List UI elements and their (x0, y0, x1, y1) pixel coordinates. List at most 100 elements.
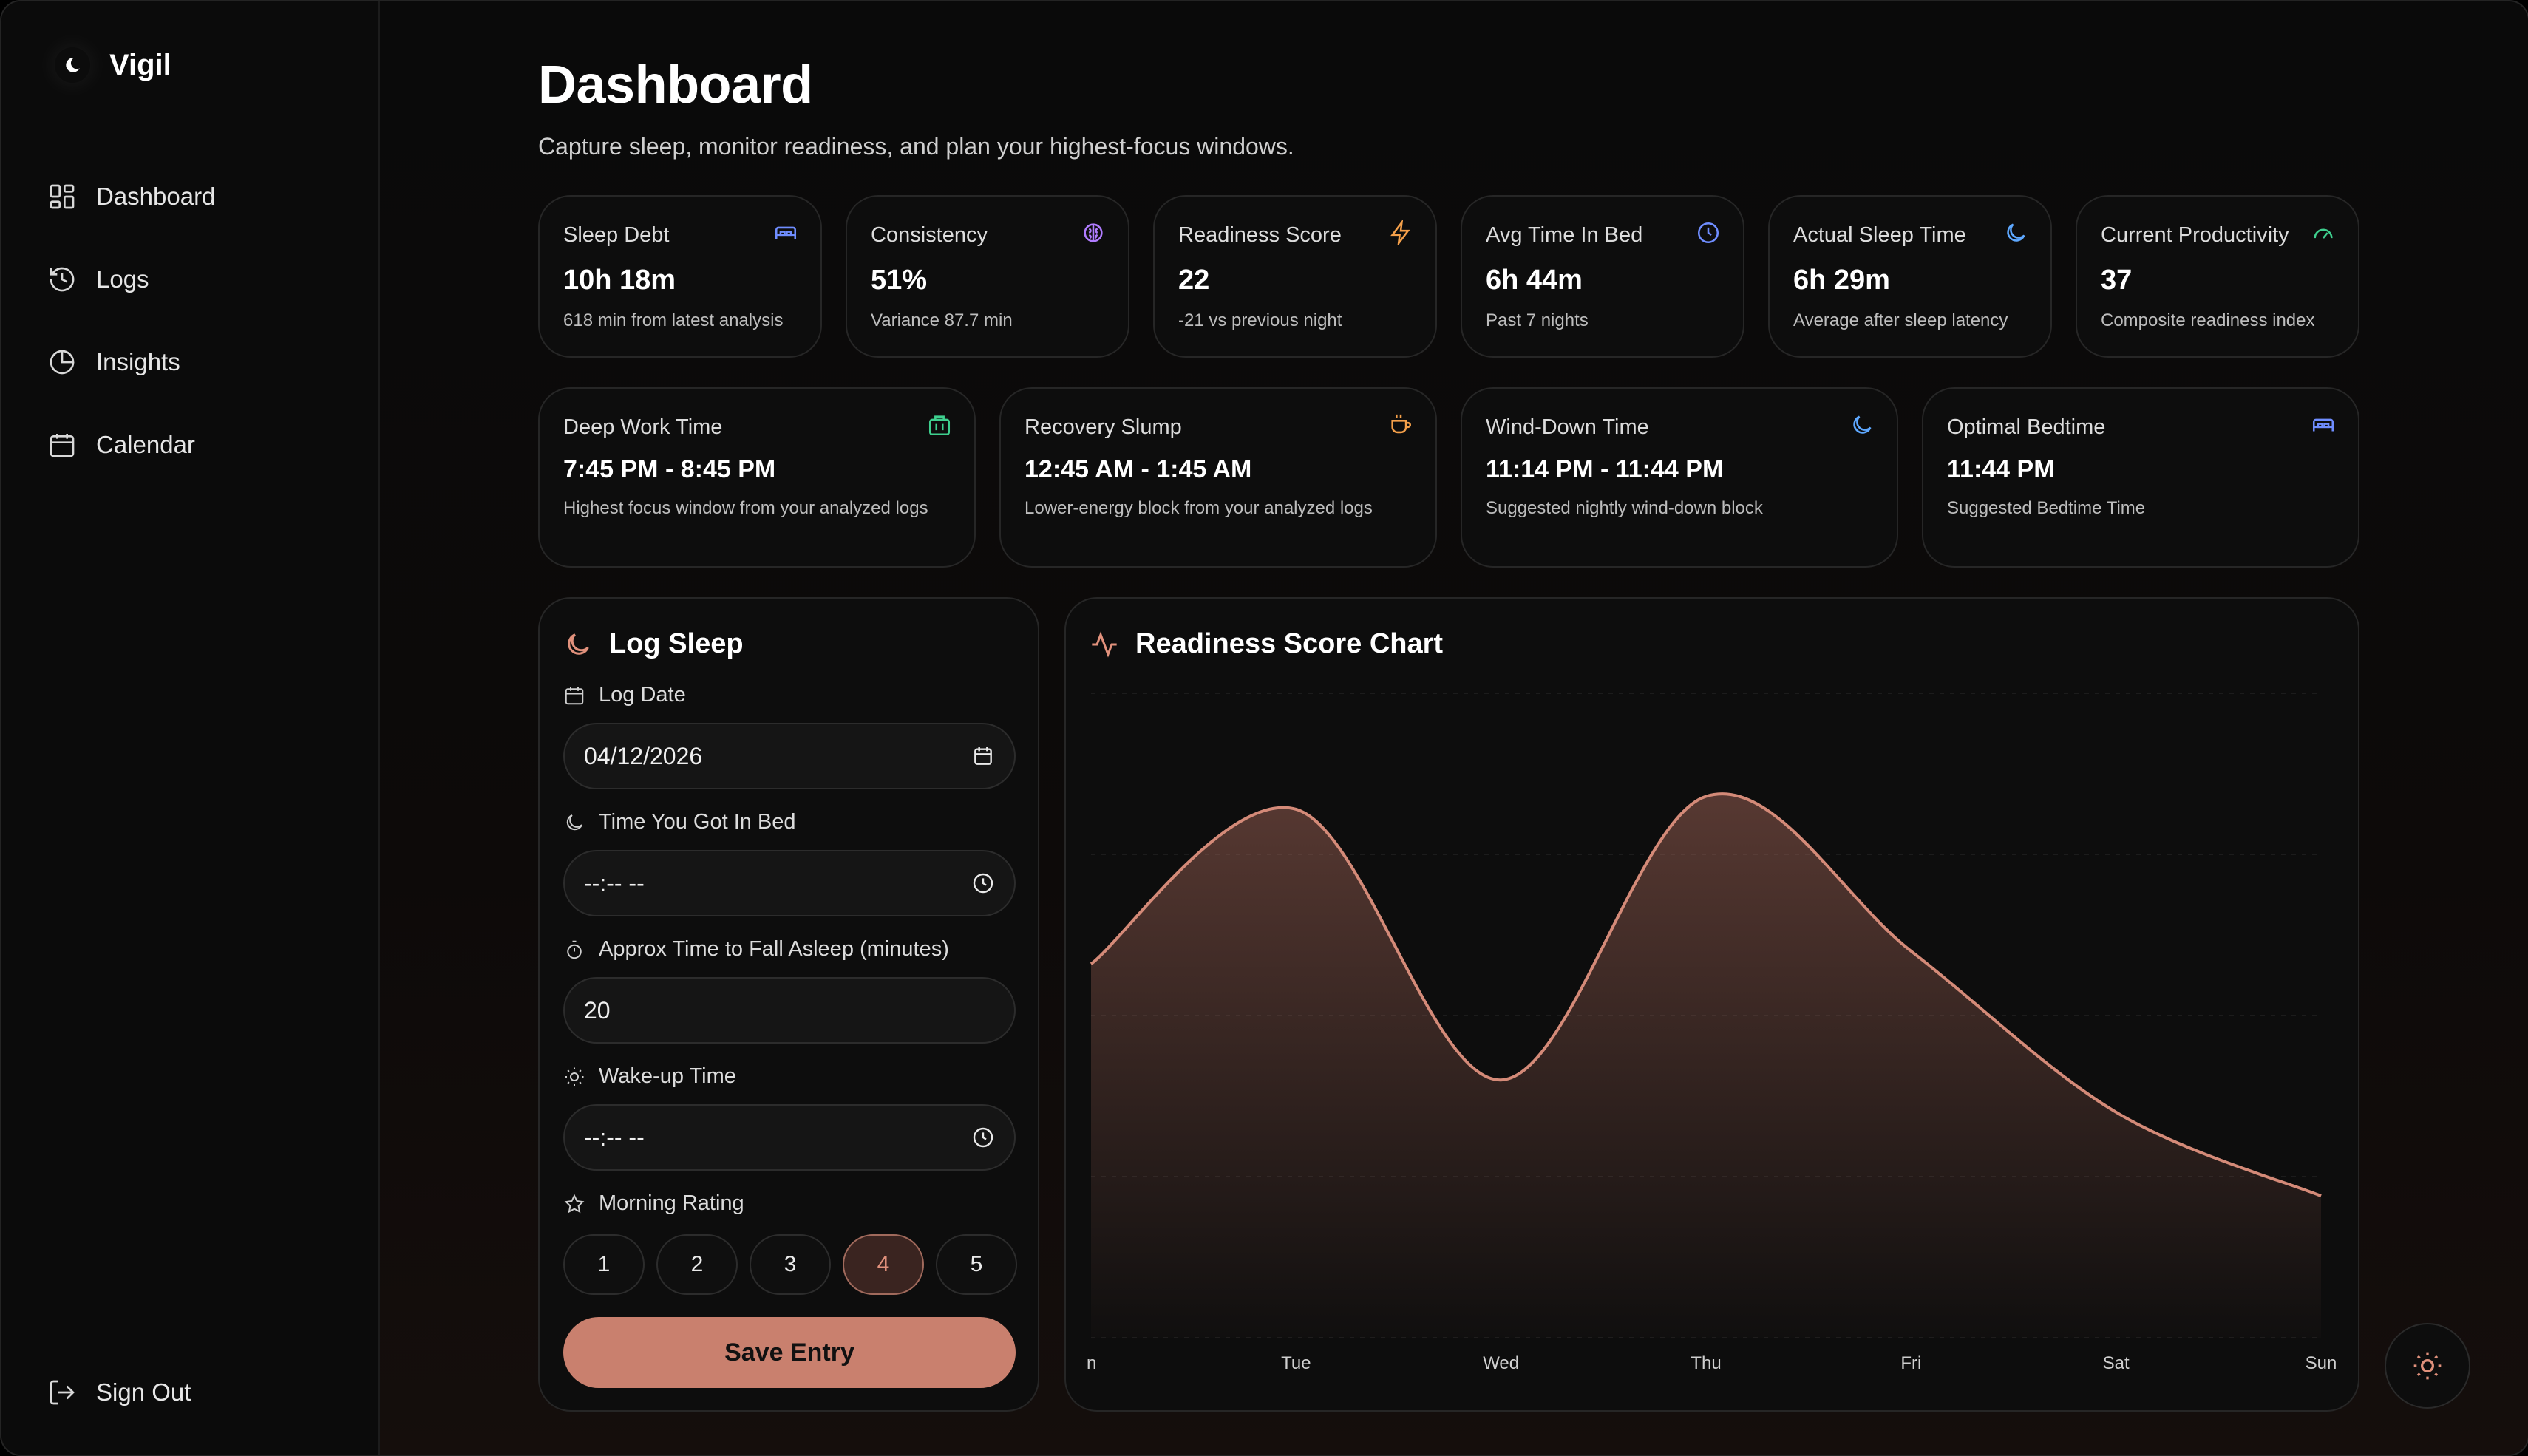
readiness-area-fill (1091, 794, 2321, 1338)
sidebar: Vigil Dashboard Logs Insights Calendar S… (1, 1, 380, 1455)
window-caption: Suggested Bedtime Time (1947, 498, 2146, 518)
stat-value: 6h 44m (1486, 265, 1583, 296)
stat-card-actual-sleep: Actual Sleep Time 6h 29m Average after s… (1768, 195, 2052, 358)
log-sleep-title: Log Sleep (609, 628, 744, 659)
stat-label: Actual Sleep Time (1793, 223, 1966, 247)
dashboard-grid-icon (50, 184, 75, 209)
readiness-chart-title: Readiness Score Chart (1135, 628, 1444, 659)
theme-toggle-button[interactable] (2385, 1323, 2470, 1409)
brand[interactable]: Vigil (55, 47, 171, 83)
window-label: Wind-Down Time (1486, 415, 1649, 439)
wake-time-input[interactable]: --:-- -- (563, 1104, 1016, 1171)
stat-value: 10h 18m (563, 265, 676, 296)
window-value: 12:45 AM - 1:45 AM (1025, 455, 1252, 483)
moon-icon (568, 633, 589, 655)
log-date-value: 04/12/2026 (584, 742, 703, 769)
sidebar-item-label: Logs (96, 265, 149, 293)
sidebar-nav: Dashboard Logs Insights Calendar (47, 155, 215, 486)
x-axis-tick-label: Fri (1900, 1353, 1921, 1373)
wake-time-value: --:-- -- (584, 1123, 645, 1151)
sun-icon (2413, 1352, 2442, 1380)
sidebar-item-insights[interactable]: Insights (47, 321, 215, 404)
x-axis-tick-label: Wed (1483, 1353, 1519, 1373)
clock-icon[interactable] (971, 1126, 995, 1149)
rating-button-4[interactable]: 4 (843, 1234, 924, 1295)
bed-time-input[interactable]: --:-- -- (563, 850, 1016, 916)
coffee-icon (1391, 414, 1411, 434)
sidebar-item-logs[interactable]: Logs (47, 238, 215, 321)
stat-caption: Average after sleep latency (1793, 310, 2008, 330)
stat-value: 6h 29m (1793, 265, 1890, 296)
sidebar-item-calendar[interactable]: Calendar (47, 404, 215, 486)
clock-icon (1697, 222, 1719, 244)
stat-value: 37 (2101, 265, 2133, 296)
log-date-input[interactable]: 04/12/2026 (563, 723, 1016, 789)
x-axis-tick-label: Sun (2306, 1353, 2337, 1373)
rating-button-5[interactable]: 5 (936, 1234, 1017, 1295)
readiness-series-line (1090, 792, 2322, 1198)
bed-time-label: Time You Got In Bed (563, 810, 796, 834)
rating-button-3[interactable]: 3 (750, 1234, 831, 1295)
sleep-latency-input[interactable]: 20 (563, 977, 1016, 1044)
window-label: Recovery Slump (1025, 415, 1182, 439)
sign-out-button[interactable]: Sign Out (47, 1378, 191, 1407)
calendar-icon (50, 434, 75, 457)
moon-icon (1853, 415, 1872, 434)
stat-card-sleep-debt: Sleep Debt 10h 18m 618 min from latest a… (538, 195, 822, 358)
stat-caption: Past 7 nights (1486, 310, 1589, 330)
x-axis-tick-label: Thu (1691, 1353, 1721, 1373)
stat-card-productivity: Current Productivity 37 Composite readin… (2076, 195, 2359, 358)
wake-time-label: Wake-up Time (563, 1064, 736, 1089)
app-name: Vigil (109, 48, 171, 81)
morning-rating-label: Morning Rating (563, 1191, 744, 1216)
stat-label: Current Productivity (2101, 223, 2289, 247)
stat-caption: -21 vs previous night (1178, 310, 1342, 330)
clock-icon[interactable] (971, 871, 995, 895)
window-caption: Lower-energy block from your analyzed lo… (1025, 498, 1373, 518)
window-caption: Suggested nightly wind-down block (1486, 498, 1763, 518)
readiness-chart-panel: Readiness Score Chart n Tue Wed Thu Fri Sat Su… (1064, 597, 2359, 1412)
stat-label: Sleep Debt (563, 223, 670, 247)
stat-label: Readiness Score (1178, 223, 1342, 247)
window-card-recovery-slump: Recovery Slump 12:45 AM - 1:45 AM Lower-… (999, 387, 1437, 568)
save-entry-button[interactable]: Save Entry (563, 1317, 1016, 1388)
wake-time-label-text: Wake-up Time (599, 1064, 736, 1088)
bed-icon (775, 226, 797, 239)
stat-value: 22 (1178, 265, 1210, 296)
log-date-label: Log Date (563, 683, 686, 707)
stat-caption: Variance 87.7 min (871, 310, 1013, 330)
star-icon (564, 1193, 585, 1213)
bed-icon (2312, 418, 2334, 432)
bed-time-label-text: Time You Got In Bed (599, 810, 796, 834)
morning-rating-group: 1 2 3 4 5 (563, 1234, 1017, 1295)
stat-card-consistency: Consistency 51% Variance 87.7 min (846, 195, 1129, 358)
window-label: Deep Work Time (563, 415, 723, 439)
rating-button-1[interactable]: 1 (563, 1234, 645, 1295)
rating-button-2[interactable]: 2 (656, 1234, 738, 1295)
stat-card-readiness: Readiness Score 22 -21 vs previous night (1153, 195, 1437, 358)
sign-out-label: Sign Out (96, 1378, 191, 1406)
calendar-picker-icon[interactable] (971, 744, 995, 768)
brain-icon (1084, 223, 1103, 242)
sun-icon (565, 1067, 584, 1086)
x-axis-tick-label: n (1087, 1353, 1096, 1373)
window-label: Optimal Bedtime (1947, 415, 2106, 439)
window-value: 7:45 PM - 8:45 PM (563, 455, 776, 483)
page-title: Dashboard (538, 55, 813, 115)
history-icon (50, 267, 75, 292)
log-sleep-panel: Log Sleep Log Date 04/12/2026 Time You G… (538, 597, 1039, 1412)
stat-label: Avg Time In Bed (1486, 223, 1643, 247)
sidebar-item-label: Dashboard (96, 183, 216, 210)
calendar-icon (565, 687, 584, 704)
stat-label: Consistency (871, 223, 988, 247)
sidebar-item-dashboard[interactable]: Dashboard (47, 155, 215, 238)
bed-time-value: --:-- -- (584, 869, 645, 897)
stat-caption: Composite readiness index (2101, 310, 2315, 330)
sidebar-item-label: Insights (96, 348, 180, 375)
sidebar-item-label: Calendar (96, 431, 195, 458)
window-card-optimal-bedtime: Optimal Bedtime 11:44 PM Suggested Bedti… (1922, 387, 2359, 568)
window-value: 11:44 PM (1947, 455, 2055, 483)
stopwatch-icon (567, 940, 582, 959)
readiness-chart-heading: Readiness Score Chart (1090, 628, 1443, 660)
sleep-latency-label: Approx Time to Fall Asleep (minutes) (563, 937, 949, 962)
